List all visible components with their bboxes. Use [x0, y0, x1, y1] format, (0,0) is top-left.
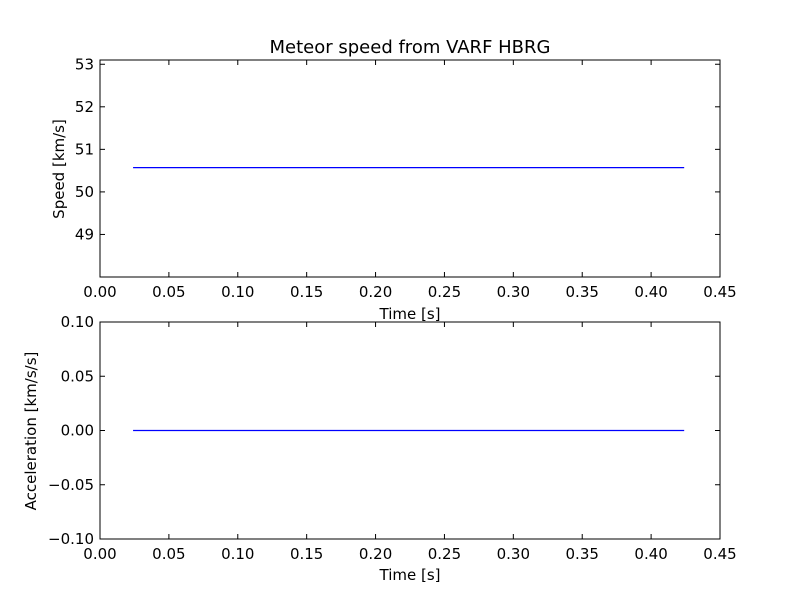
y-tick-label: 49: [75, 225, 94, 243]
y-tick-label: 0.05: [61, 367, 94, 385]
y-axis-label: Acceleration [km/s/s]: [22, 352, 40, 511]
chart-title: Meteor speed from VARF HBRG: [270, 37, 551, 58]
y-axis-label: Speed [km/s]: [50, 119, 68, 219]
x-tick-label: 0.45: [703, 545, 736, 563]
x-tick-label: 0.25: [428, 545, 461, 563]
x-tick-label: 0.05: [152, 283, 185, 301]
x-tick-label: 0.00: [83, 545, 116, 563]
y-tick-label: −0.05: [48, 476, 94, 494]
y-tick-label: 52: [75, 98, 94, 116]
y-tick-label: 0.10: [61, 313, 94, 331]
y-tick-label: 50: [75, 183, 94, 201]
plot-frame: [99, 59, 721, 278]
x-tick-label: 0.35: [566, 283, 599, 301]
x-tick-label: 0.10: [221, 283, 254, 301]
x-tick-label: 0.15: [290, 545, 323, 563]
x-tick-label: 0.00: [83, 283, 116, 301]
y-tick-label: 0.00: [61, 422, 94, 440]
x-tick-label: 0.35: [566, 545, 599, 563]
x-tick-label: 0.05: [152, 545, 185, 563]
x-tick-label: 0.45: [703, 283, 736, 301]
x-tick-label: 0.20: [359, 283, 392, 301]
x-tick-label: 0.40: [634, 545, 667, 563]
x-tick-label: 0.15: [290, 283, 323, 301]
x-tick-label: 0.10: [221, 545, 254, 563]
speed-plot: Meteor speed from VARF HBRG Time [s] Spe…: [50, 37, 737, 323]
y-tick-label: 51: [75, 140, 94, 158]
x-tick-label: 0.30: [497, 545, 530, 563]
x-tick-label: 0.30: [497, 283, 530, 301]
x-axis-label: Time [s]: [379, 305, 441, 323]
x-tick-label: 0.40: [634, 283, 667, 301]
y-tick-label: 53: [75, 55, 94, 73]
acceleration-plot: Time [s] Acceleration [km/s/s] 0.00 0.05 0…: [22, 313, 737, 584]
x-axis-label: Time [s]: [379, 566, 441, 584]
x-tick-label: 0.20: [359, 545, 392, 563]
x-tick-label: 0.25: [428, 283, 461, 301]
y-tick-label: −0.10: [48, 530, 94, 548]
